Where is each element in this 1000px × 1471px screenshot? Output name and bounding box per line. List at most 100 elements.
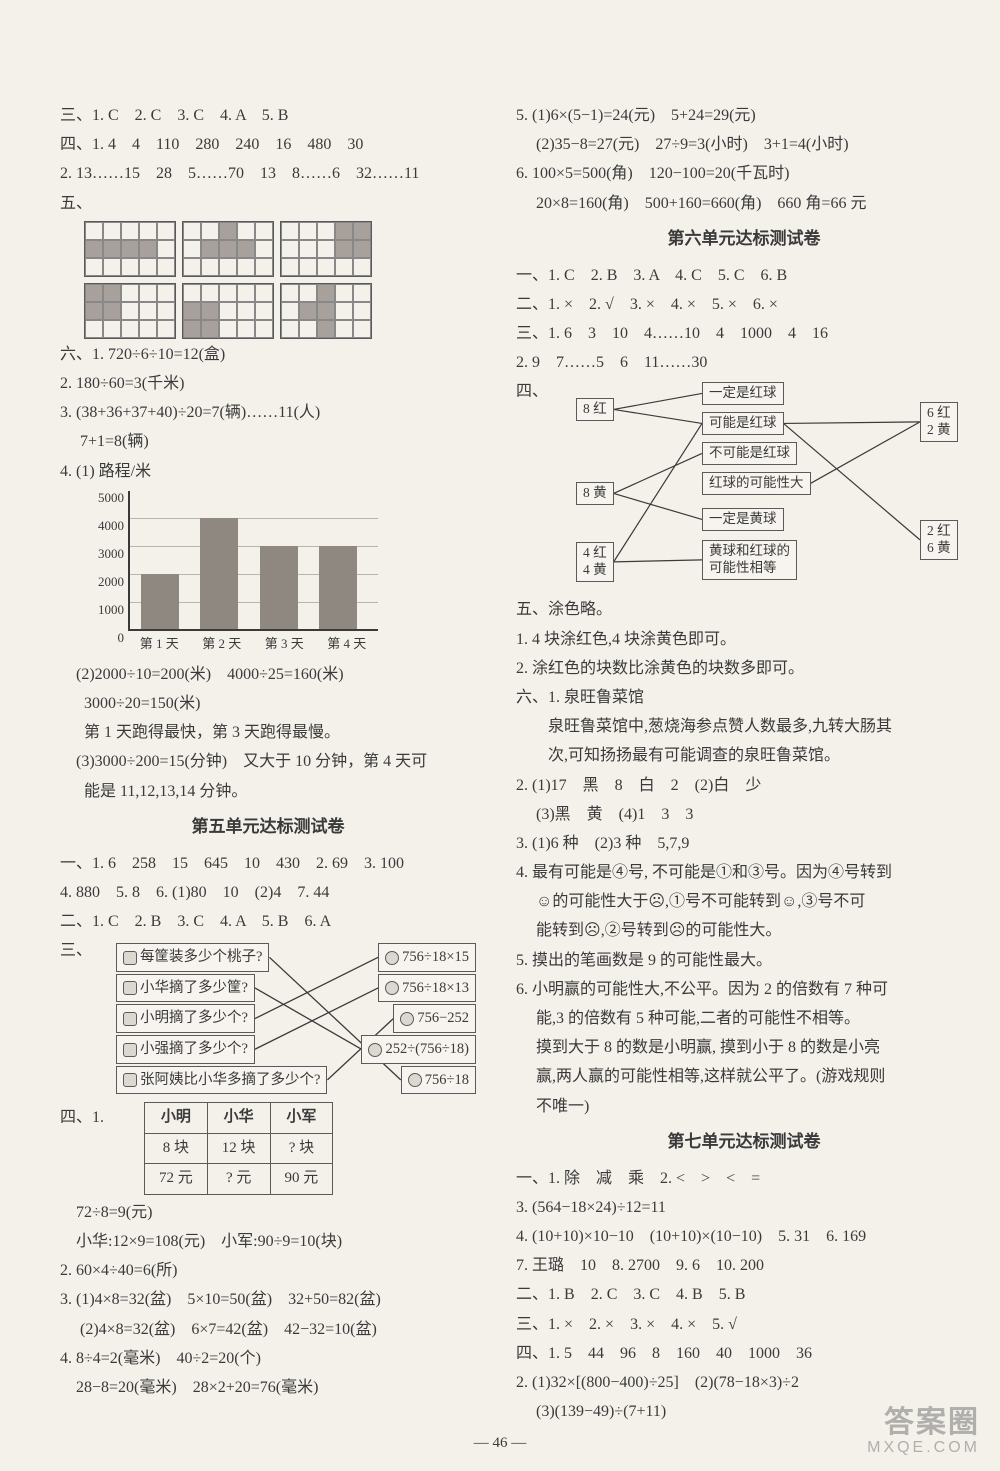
text-line: 3. (1)4×8=32(盆) 5×10=50(盆) 32+50=82(盆) [60,1286,476,1313]
table-cell: 72 元 [145,1164,208,1195]
network-mid-box: 红球的可能性大 [702,472,811,495]
text-line: 2. 60×4÷40=6(所) [60,1257,476,1284]
text-line: 六、1. 720÷6÷10=12(盒) [60,341,476,368]
text-line: 3. (564−18×24)÷12=11 [516,1194,972,1221]
text-line: 能转到☹,②号转到☹的可能性大。 [516,917,972,944]
text-line: (2)2000÷10=200(米) 4000÷25=160(米) [60,661,476,688]
chart-bar [319,546,357,629]
network-mid-box: 一定是黄球 [702,508,784,531]
text-line: 2. 9 7……5 6 11……30 [516,349,972,376]
text-line: 四、1. 5 44 96 8 160 40 1000 36 [516,1340,972,1367]
chart-xlabel: 第 4 天 [327,633,366,655]
section-3-label: 三、 [60,937,92,964]
section-5-label: 五、 [60,190,476,217]
grid-figure [84,283,176,339]
chart-yaxis-labels: 010002000300040005000 [88,491,126,631]
text-line: 三、1. 6 3 10 4……10 4 1000 4 16 [516,320,972,347]
text-line: 20×8=160(角) 500+160=660(角) 660 角=66 元 [516,190,972,217]
network-mid-box: 不可能是红球 [702,442,797,465]
text-line: ☺的可能性大于☹,①号不可能转到☺,③号不可 [516,888,972,915]
text-line: 2. (1)17 黑 8 白 2 (2)白 少 [516,772,972,799]
text-line: 6. 100×5=500(角) 120−100=20(千瓦时) [516,160,972,187]
text-line: 能是 11,12,13,14 分钟。 [60,778,476,805]
text-line: 4. (1) 路程/米 [60,458,476,485]
text-line: (3)3000÷200=15(分钟) 又大于 10 分钟，第 4 天可 [60,748,476,775]
network-right-box: 6 红 2 黄 [920,402,958,442]
network-diagram: 8 红8 黄4 红 4 黄一定是红球可能是红球不可能是红球红球的可能性大一定是黄… [572,380,972,590]
text-line: 4. 8÷4=2(毫米) 40÷2=20(个) [60,1345,476,1372]
text-line: 2. 180÷60=3(千米) [60,370,476,397]
chart-bar [200,518,238,628]
table-row: 8 块12 块? 块 [145,1133,333,1164]
text-line: 4. 最有可能是④号, 不可能是①和③号。因为④号转到 [516,859,972,886]
text-line: 三、1. C 2. C 3. C 4. A 5. B [60,102,476,129]
text-line: 二、1. B 2. C 3. C 4. B 5. B [516,1281,972,1308]
text-line: 5. 摸出的笔画数是 9 的可能性最大。 [516,947,972,974]
text-line: 3. (1)6 种 (2)3 种 5,7,9 [516,830,972,857]
chart-ylabel: 2000 [98,571,124,593]
chart-bar [141,574,179,629]
text-line: 不唯一) [516,1093,972,1120]
chart-xlabel: 第 3 天 [265,633,304,655]
table-header: 小军 [270,1103,333,1134]
grid-figure [280,221,372,277]
text-line: 第 1 天跑得最快，第 3 天跑得最慢。 [60,719,476,746]
match-left: 小明摘了多少个? [116,1004,255,1033]
table-header: 小明 [145,1103,208,1134]
chart-ylabel: 1000 [98,599,124,621]
text-line: 五、涂色略。 [516,596,972,623]
text-line: 3000÷20=150(米) [60,690,476,717]
page-number: — 46 — [60,1435,940,1452]
text-line: 小华:12×9=108(元) 小军:90÷9=10(块) [60,1228,476,1255]
text-line: 7+1=8(辆) [60,428,476,455]
chart-xlabel: 第 1 天 [140,633,179,655]
text-line: (3)黑 黄 (4)1 3 3 [516,801,972,828]
left-column: 三、1. C 2. C 3. C 4. A 5. B 四、1. 4 4 110 … [60,100,476,1427]
text-line: 泉旺鲁菜馆中,葱烧海参点赞人数最多,九转大肠其 [516,713,972,740]
grid-figures [84,221,476,339]
chart-ylabel: 5000 [98,487,124,509]
chart-bar [260,546,298,629]
text-line: 2. (1)32×[(800−400)÷25] (2)(78−18×3)÷2 [516,1369,972,1396]
match-right: 252÷(756÷18) [361,1035,476,1064]
text-line: (2)4×8=32(盆) 6×7=42(盆) 42−32=10(盆) [60,1316,476,1343]
table-row: 72 元? 元90 元 [145,1164,333,1195]
network-right-box: 2 红 6 黄 [920,520,958,560]
section-4-label: 四、 [516,378,548,405]
table-cell: 12 块 [207,1133,270,1164]
text-line: 2. 涂红色的块数比涂黄色的块数多即可。 [516,655,972,682]
table-cell: 8 块 [145,1133,208,1164]
match-left: 每筐装多少个桃子? [116,943,269,972]
text-line: 三、1. × 2. × 3. × 4. × 5. √ [516,1311,972,1338]
match-right: 756÷18×15 [378,943,476,972]
section-4-label: 四、1. [60,1100,104,1131]
unit5-title: 第五单元达标测试卷 [60,813,476,842]
table-cell: ? 元 [207,1164,270,1195]
text-line: 2. 13……15 28 5……70 13 8……6 32……11 [60,160,476,187]
chart-xaxis-labels: 第 1 天 第 2 天 第 3 天 第 4 天 [128,631,378,655]
text-line: 一、1. 除 减 乘 2. < > < = [516,1165,972,1192]
page: 三、1. C 2. C 3. C 4. A 5. B 四、1. 4 4 110 … [0,0,1000,1471]
text-line: 六、1. 泉旺鲁菜馆 [516,684,972,711]
grid-figure [280,283,372,339]
bar-chart: 010002000300040005000 第 1 天第 2 天第 3 天第 4… [88,491,378,655]
text-line: 次,可知扬扬最有可能调查的泉旺鲁菜馆。 [516,742,972,769]
right-column: 5. (1)6×(5−1)=24(元) 5+24=29(元) (2)35−8=2… [516,100,972,1427]
match-right: 756÷18 [401,1066,476,1095]
chart-xlabel: 第 2 天 [202,633,241,655]
matching-diagram: 每筐装多少个桃子?756÷18×15小华摘了多少筐?756÷18×13小明摘了多… [116,941,476,1096]
columns: 三、1. C 2. C 3. C 4. A 5. B 四、1. 4 4 110 … [60,100,940,1427]
chart-ylabel: 0 [118,627,125,649]
table-header: 小华 [207,1103,270,1134]
network-mid-box: 黄球和红球的 可能性相等 [702,540,797,580]
text-line: 能,3 的倍数有 5 种可能,二者的可能性不相等。 [516,1005,972,1032]
text-line: 3. (38+36+37+40)÷20=7(辆)……11(人) [60,399,476,426]
match-right: 756÷18×13 [378,974,476,1003]
text-line: 赢,两人赢的可能性相等,这样就公平了。(游戏规则 [516,1063,972,1090]
text-line: 1. 4 块涂红色,4 块涂黄色即可。 [516,626,972,653]
match-left: 小强摘了多少个? [116,1035,255,1064]
text-line: 7. 王璐 10 8. 2700 9. 6 10. 200 [516,1252,972,1279]
network-left-box: 8 黄 [576,482,614,505]
network-left-box: 4 红 4 黄 [576,542,614,582]
grid-figure [182,283,274,339]
